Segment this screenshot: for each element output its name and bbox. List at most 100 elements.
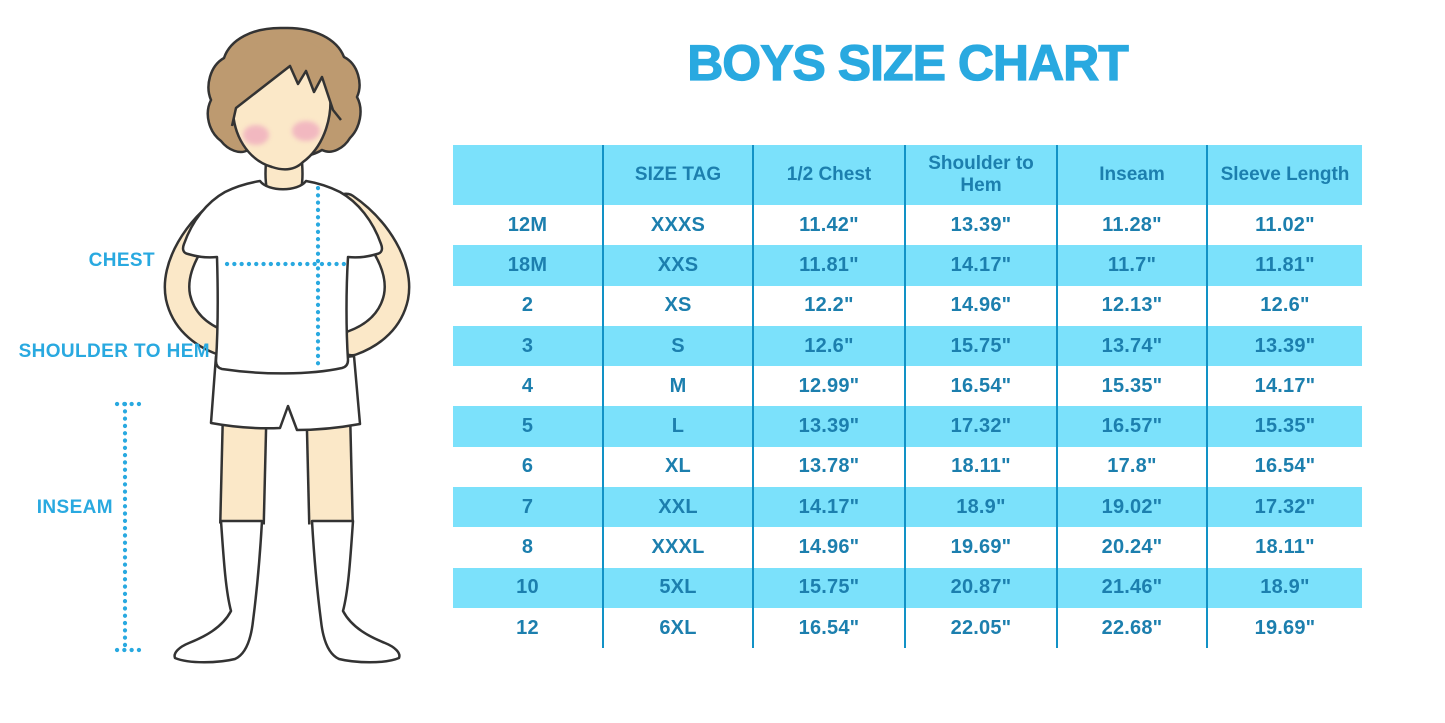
table-cell: 19.69" bbox=[1254, 616, 1316, 639]
table-cell: XXXS bbox=[603, 205, 754, 246]
table-row: 12M XXXS 11.42" 13.39" 11.28" 11.02" bbox=[453, 205, 1362, 246]
size-table: SIZE TAG 1/2 Chest Shoulder to Hem Inseam Sl… bbox=[453, 145, 1362, 649]
boy-hairline-stroke bbox=[230, 64, 342, 127]
table-cell: 13.39" bbox=[905, 205, 1058, 246]
boy-blush-right bbox=[292, 121, 320, 141]
column-header: Sleeve Length bbox=[1207, 145, 1362, 205]
table-cell: 17.8" bbox=[1057, 446, 1208, 488]
table-cell: 15.75" bbox=[753, 567, 906, 608]
boy-measurement-illustration bbox=[114, 26, 411, 664]
table-cell: 14.96" bbox=[905, 285, 1058, 326]
table-cell: 18M bbox=[453, 245, 604, 286]
table-cell: 11.28" bbox=[1057, 205, 1208, 246]
table-cell: 16.54" bbox=[905, 366, 1058, 407]
boy-tshirt bbox=[181, 179, 384, 375]
table-cell: 18.11" bbox=[905, 446, 1058, 488]
table-cell: 11.42" bbox=[753, 205, 906, 246]
table-cell: 22.68" bbox=[1057, 607, 1208, 649]
table-cell: 11.81" bbox=[1207, 245, 1362, 286]
table-cell: 19.69" bbox=[905, 527, 1058, 568]
table-cell: 22.05" bbox=[905, 607, 1058, 649]
table-cell: 17.32" bbox=[905, 406, 1058, 447]
table-row: 2 XS 12.2" 14.96" 12.13" 12.6" bbox=[453, 285, 1362, 326]
column-header: Inseam bbox=[1057, 145, 1208, 205]
table-cell: 12.13" bbox=[1057, 285, 1208, 326]
table-row: 4 M 12.99" 16.54" 15.35" 14.17" bbox=[453, 366, 1362, 407]
table-cell: 15.35" bbox=[1057, 366, 1208, 407]
boy-blush-left bbox=[243, 125, 269, 145]
page-title: BOYS SIZE CHART bbox=[687, 34, 1130, 91]
table-cell: 21.46" bbox=[1057, 567, 1208, 608]
table-cell: 15.35" bbox=[1207, 406, 1362, 447]
table-cell: 11.02" bbox=[1255, 213, 1315, 236]
table-row: 5 L 13.39" 17.32" 16.57" 15.35" bbox=[453, 406, 1362, 447]
table-cell: XXXL bbox=[603, 527, 754, 568]
table-cell: 16.54" bbox=[753, 607, 906, 649]
table-cell: 14.17" bbox=[905, 245, 1058, 286]
table-cell: 6XL bbox=[603, 607, 754, 649]
table-cell: XS bbox=[603, 285, 754, 326]
table-cell: 20.24" bbox=[1057, 527, 1208, 568]
table-cell: 13.78" bbox=[753, 446, 906, 488]
boy-hair-fringe bbox=[230, 38, 348, 126]
table-cell: 12M bbox=[453, 205, 604, 246]
table-cell: 12.99" bbox=[753, 366, 906, 407]
table-cell: 8 bbox=[453, 527, 604, 568]
table-row: 12 6XL 16.54" 22.05" 22.68" 19.69" bbox=[453, 607, 1362, 649]
table-cell: 18.9" bbox=[1207, 567, 1362, 608]
table-row: 7 XXL 14.17" 18.9" 19.02" 17.32" bbox=[453, 487, 1362, 528]
table-cell: 13.39" bbox=[753, 406, 906, 447]
table-cell: 20.87" bbox=[905, 567, 1058, 608]
table-cell: 13.39" bbox=[1207, 325, 1362, 367]
inseam-label: INSEAM bbox=[36, 497, 113, 518]
table-cell: 19.02" bbox=[1057, 487, 1208, 528]
table-cell: 18.11" bbox=[1255, 536, 1315, 559]
table-cell: 17.32" bbox=[1207, 487, 1362, 528]
size-table-body: 12M XXXS 11.42" 13.39" 11.28" 11.02" 18M XXS 11.… bbox=[453, 205, 1362, 649]
shoulder-to-hem-label: SHOULDER TO HEM bbox=[18, 341, 210, 362]
table-cell: 11.81" bbox=[753, 245, 906, 286]
table-cell: 13.74" bbox=[1057, 325, 1208, 367]
table-cell: XXL bbox=[603, 487, 754, 528]
table-cell: 5XL bbox=[603, 567, 754, 608]
table-cell: 16.54" bbox=[1254, 455, 1316, 478]
table-cell: L bbox=[603, 406, 754, 447]
table-cell: 7 bbox=[453, 487, 604, 528]
table-cell: 5 bbox=[453, 406, 604, 447]
table-cell: 12.2" bbox=[753, 285, 906, 326]
table-cell: XXS bbox=[603, 245, 754, 286]
table-row: 3 S 12.6" 15.75" 13.74" 13.39" bbox=[453, 325, 1362, 367]
column-header: SIZE TAG bbox=[603, 145, 754, 205]
table-row: 6 XL 13.78" 18.11" 17.8" 16.54" bbox=[453, 446, 1362, 488]
table-cell: 3 bbox=[453, 325, 604, 367]
table-cell: 11.7" bbox=[1057, 245, 1208, 286]
boy-head bbox=[206, 26, 362, 171]
table-row: 10 5XL 15.75" 20.87" 21.46" 18.9" bbox=[453, 567, 1362, 608]
table-cell: 12.6" bbox=[1260, 294, 1310, 317]
column-header: Shoulder to Hem bbox=[905, 145, 1058, 205]
table-cell: XL bbox=[603, 446, 754, 488]
table-cell: 12 bbox=[453, 607, 604, 649]
table-row: 8 XXXL 14.96" 19.69" 20.24" 18.11" bbox=[453, 527, 1362, 568]
table-cell: 15.75" bbox=[905, 325, 1058, 367]
table-cell: 14.17" bbox=[1254, 374, 1316, 397]
boy-jaw-outline bbox=[231, 91, 332, 171]
table-cell: 6 bbox=[453, 446, 604, 488]
table-cell: 12.6" bbox=[753, 325, 906, 367]
column-header: 1/2 Chest bbox=[753, 145, 906, 205]
table-cell: 10 bbox=[453, 567, 604, 608]
table-cell: 16.57" bbox=[1057, 406, 1208, 447]
table-header-row: SIZE TAG 1/2 Chest Shoulder to Hem Inseam Sl… bbox=[453, 145, 1362, 205]
table-cell: 18.9" bbox=[905, 487, 1058, 528]
table-cell: M bbox=[603, 366, 754, 407]
boy-socks bbox=[173, 519, 401, 664]
table-cell: 2 bbox=[453, 285, 604, 326]
column-header bbox=[453, 145, 604, 205]
chest-label: CHEST bbox=[88, 250, 155, 271]
table-cell: 14.17" bbox=[753, 487, 906, 528]
table-cell: 14.96" bbox=[753, 527, 906, 568]
table-cell: S bbox=[603, 325, 754, 367]
table-cell: 4 bbox=[453, 366, 604, 407]
table-row: 18M XXS 11.81" 14.17" 11.7" 11.81" bbox=[453, 245, 1362, 286]
